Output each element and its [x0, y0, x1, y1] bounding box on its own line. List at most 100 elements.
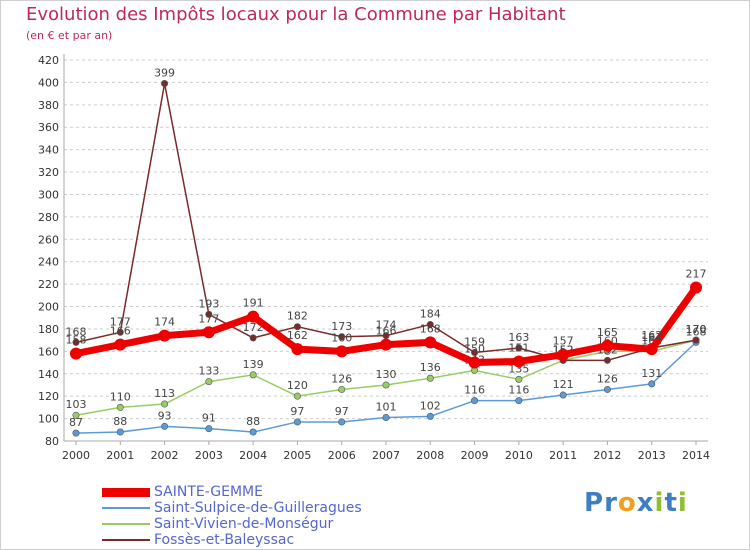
data-point	[114, 338, 127, 351]
data-point	[116, 328, 124, 336]
y-tick-label: 420	[38, 54, 59, 67]
x-tick-label: 2002	[151, 449, 179, 462]
data-label: 193	[198, 297, 219, 310]
data-label: 139	[243, 358, 264, 371]
data-point	[426, 412, 434, 420]
data-label: 126	[597, 372, 618, 385]
chart-title: Evolution des Impôts locaux pour la Comm…	[26, 4, 566, 25]
data-point	[72, 429, 80, 437]
data-label: 173	[331, 320, 352, 333]
data-label: 158	[66, 334, 87, 347]
y-tick-label: 220	[38, 278, 59, 291]
logo-letter: i	[677, 488, 688, 518]
y-tick-label: 260	[38, 233, 59, 246]
data-label: 168	[66, 325, 87, 338]
y-tick-label: 360	[38, 121, 59, 134]
data-label: 170	[686, 323, 707, 336]
data-point	[247, 310, 260, 323]
data-label: 97	[290, 405, 304, 418]
data-point	[293, 418, 301, 426]
data-label: 102	[420, 399, 441, 412]
data-point	[116, 403, 124, 411]
data-label: 87	[69, 416, 83, 429]
logo-letter: o	[617, 488, 637, 518]
data-label: 399	[154, 67, 175, 80]
logo-letter: x	[636, 488, 655, 518]
data-point	[690, 281, 702, 294]
data-point	[202, 326, 215, 339]
y-tick-label: 240	[38, 256, 59, 269]
data-label: 165	[597, 326, 618, 339]
legend-label: SAINTE-GEMME	[154, 484, 263, 500]
legend-label: Fossès-et-Baleyssac	[154, 532, 295, 548]
data-label: 116	[508, 384, 529, 397]
data-point	[293, 392, 301, 400]
y-tick-label: 200	[38, 301, 59, 314]
data-label: 93	[158, 409, 172, 422]
data-label: 184	[420, 307, 441, 320]
data-point	[335, 345, 348, 358]
data-point	[72, 411, 80, 419]
data-point	[161, 422, 169, 430]
data-label: 101	[376, 400, 397, 413]
data-label: 162	[641, 329, 662, 342]
data-point	[471, 397, 479, 405]
y-tick-label: 160	[38, 345, 59, 358]
data-label: 174	[376, 319, 397, 332]
data-label: 166	[376, 325, 397, 338]
x-tick-label: 2014	[682, 449, 710, 462]
y-tick-label: 120	[38, 390, 59, 403]
data-point	[515, 397, 523, 405]
data-point	[382, 381, 390, 389]
data-point	[603, 356, 611, 364]
data-point	[601, 339, 614, 352]
data-point	[426, 374, 434, 382]
data-label: 120	[287, 379, 308, 392]
data-point	[205, 378, 213, 386]
data-label: 217	[686, 267, 707, 280]
data-label: 113	[154, 387, 175, 400]
data-label: 177	[110, 315, 131, 328]
data-point	[161, 80, 169, 88]
data-point	[158, 329, 171, 342]
data-point	[515, 375, 523, 383]
data-label: 150	[464, 343, 485, 356]
data-point	[293, 323, 301, 331]
data-label: 126	[331, 372, 352, 385]
data-point	[468, 356, 481, 369]
data-point	[559, 391, 567, 399]
y-tick-label: 280	[38, 211, 59, 224]
x-tick-label: 2006	[328, 449, 356, 462]
x-tick-label: 2010	[505, 449, 533, 462]
x-tick-label: 2003	[195, 449, 223, 462]
x-tick-label: 2005	[283, 449, 311, 462]
data-point	[291, 343, 304, 356]
data-label: 168	[420, 322, 441, 335]
x-tick-label: 2000	[62, 449, 90, 462]
y-tick-label: 80	[45, 435, 59, 448]
x-tick-label: 2001	[106, 449, 134, 462]
data-label: 136	[420, 361, 441, 374]
logo-letter: t	[664, 488, 678, 518]
data-point	[648, 380, 656, 388]
data-point	[424, 336, 437, 349]
data-point	[645, 343, 658, 356]
logo-letter: P	[584, 488, 605, 518]
proxiti-logo: Proxiti	[584, 488, 688, 518]
data-label: 130	[376, 368, 397, 381]
y-tick-label: 100	[38, 413, 59, 426]
data-point	[72, 338, 80, 346]
data-label: 182	[287, 310, 308, 323]
data-label: 174	[154, 316, 175, 329]
legend-swatch	[102, 507, 150, 509]
x-tick-label: 2009	[461, 449, 489, 462]
data-label: 168	[686, 325, 707, 338]
chart-subtitle: (en € et par an)	[26, 29, 113, 42]
data-point	[161, 400, 169, 408]
legend-label: Saint-Sulpice-de-Guilleragues	[154, 500, 362, 516]
data-label: 151	[508, 341, 529, 354]
y-tick-label: 400	[38, 76, 59, 89]
